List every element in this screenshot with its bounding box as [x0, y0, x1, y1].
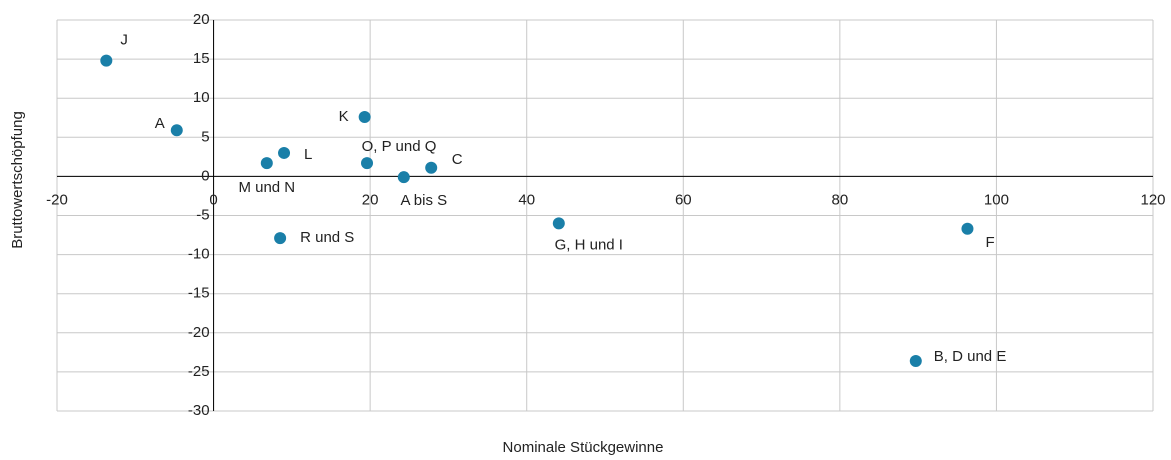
point [358, 110, 371, 123]
y-tick-label: -30 [188, 402, 210, 419]
point-label: A bis S [400, 192, 447, 209]
point-label: A [155, 115, 165, 132]
y-tick-label: 15 [193, 50, 210, 67]
x-axis-label: Nominale Stückgewinne [503, 439, 664, 456]
point-label: K [339, 108, 349, 125]
y-tick-label: -10 [188, 246, 210, 263]
y-tick-label: 20 [193, 11, 210, 28]
point [274, 232, 287, 245]
x-tick-label: 120 [1140, 191, 1165, 208]
x-tick-label: -20 [46, 191, 68, 208]
point-label: G, H und I [555, 236, 623, 253]
point [961, 222, 974, 235]
point-label: B, D und E [934, 348, 1007, 365]
point [278, 146, 291, 159]
y-tick-label: 0 [201, 167, 209, 184]
x-tick-label: 60 [675, 191, 692, 208]
point-label: O, P und Q [362, 138, 437, 155]
point-label: C [452, 151, 463, 168]
x-tick-label: 100 [984, 191, 1009, 208]
point-label: M und N [238, 179, 295, 196]
point [425, 161, 438, 174]
y-tick-label: -5 [196, 206, 209, 223]
point-label: L [304, 146, 312, 163]
x-tick-label: 40 [518, 191, 535, 208]
point [397, 171, 410, 184]
x-tick-label: 20 [362, 191, 379, 208]
y-axis-label: Bruttowertschöpfung [9, 111, 26, 249]
x-tick-label: 80 [832, 191, 849, 208]
point-label: R und S [300, 229, 354, 246]
point [100, 54, 113, 67]
y-tick-label: -25 [188, 363, 210, 380]
point [552, 217, 565, 230]
y-tick-label: -20 [188, 324, 210, 341]
x-tick-label: 0 [209, 191, 217, 208]
point [170, 124, 183, 137]
point-label: J [120, 32, 128, 49]
y-tick-label: 10 [193, 89, 210, 106]
y-tick-label: 5 [201, 128, 209, 145]
point [361, 157, 374, 170]
point-label: F [985, 234, 994, 251]
point [909, 354, 922, 367]
point [260, 157, 273, 170]
y-tick-label: -15 [188, 285, 210, 302]
